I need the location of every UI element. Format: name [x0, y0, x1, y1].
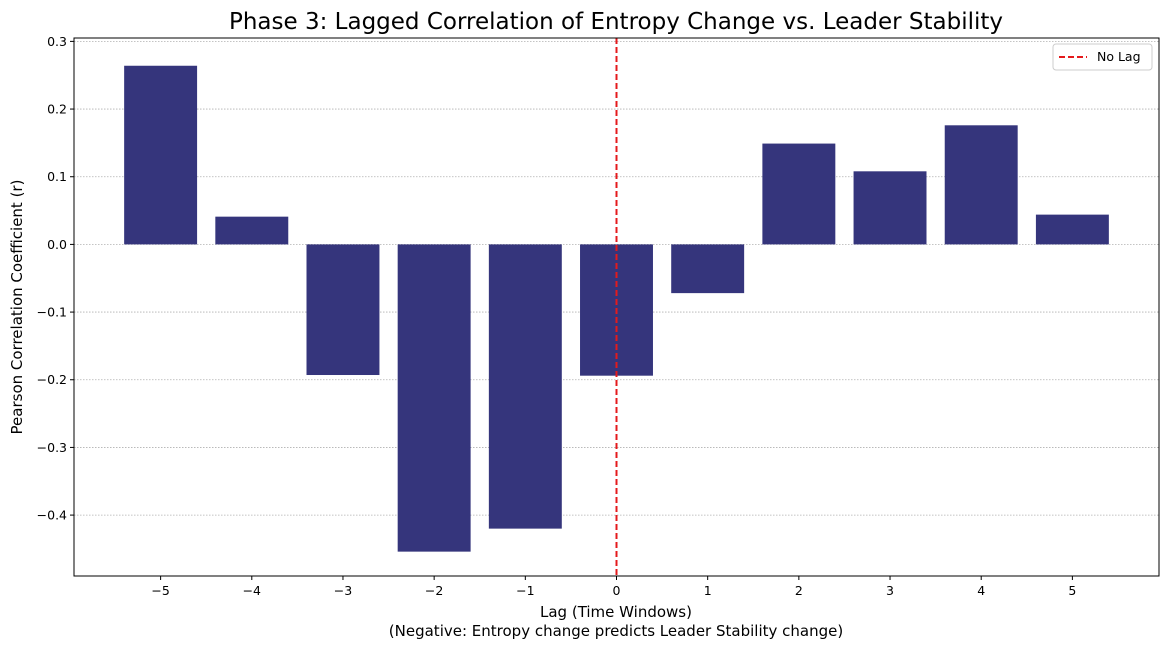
x-tick-label: 1	[704, 583, 712, 598]
x-tick-label: −3	[334, 583, 352, 598]
y-tick-label: 0.2	[47, 102, 67, 117]
legend-label-no-lag: No Lag	[1097, 49, 1141, 64]
y-tick-label: −0.1	[37, 305, 67, 320]
x-axis-sublabel: (Negative: Entropy change predicts Leade…	[389, 622, 843, 640]
legend-box	[1052, 43, 1153, 71]
bar-lag--1	[488, 244, 562, 529]
bar-lag--3	[306, 244, 380, 376]
x-tick-label: −4	[243, 583, 261, 598]
bar-lag--5	[124, 65, 198, 245]
bar-lag-5	[1035, 214, 1109, 245]
bar-lag--2	[397, 244, 471, 552]
x-tick-label: −1	[516, 583, 534, 598]
y-tick-label: −0.3	[37, 440, 67, 455]
bar-lag-1	[671, 244, 745, 294]
y-tick-label: 0.0	[47, 237, 67, 252]
x-tick-label: 2	[795, 583, 803, 598]
x-axis-label: Lag (Time Windows)	[540, 603, 692, 621]
x-tick-label: −2	[425, 583, 443, 598]
x-tick-label: 0	[613, 583, 621, 598]
bar-lag--4	[215, 216, 289, 245]
bar-lag-3	[853, 171, 927, 245]
x-tick-label: 5	[1068, 583, 1076, 598]
chart-title: Phase 3: Lagged Correlation of Entropy C…	[229, 9, 1003, 35]
y-tick-label: −0.2	[37, 372, 67, 387]
y-tick-label: 0.3	[47, 34, 67, 49]
axes	[70, 37, 1160, 580]
x-tick-label: −5	[151, 583, 169, 598]
x-tick-label: 4	[977, 583, 985, 598]
tick-labels: −0.4 −0.3 −0.2 −0.1 0.0 0.1 0.2 0.3 −5 −4 −3 −2 −1 0 1…	[37, 34, 1077, 598]
x-tick-label: 3	[886, 583, 894, 598]
y-tick-label: −0.4	[37, 508, 67, 523]
legend: No Lag	[1052, 43, 1153, 71]
bar-lag-4	[944, 125, 1018, 245]
bar-lag-2	[762, 143, 836, 245]
y-axis-label: Pearson Correlation Coefficient (r)	[8, 180, 26, 435]
plot-frame	[73, 37, 1160, 577]
y-tick-label: 0.1	[47, 169, 67, 184]
